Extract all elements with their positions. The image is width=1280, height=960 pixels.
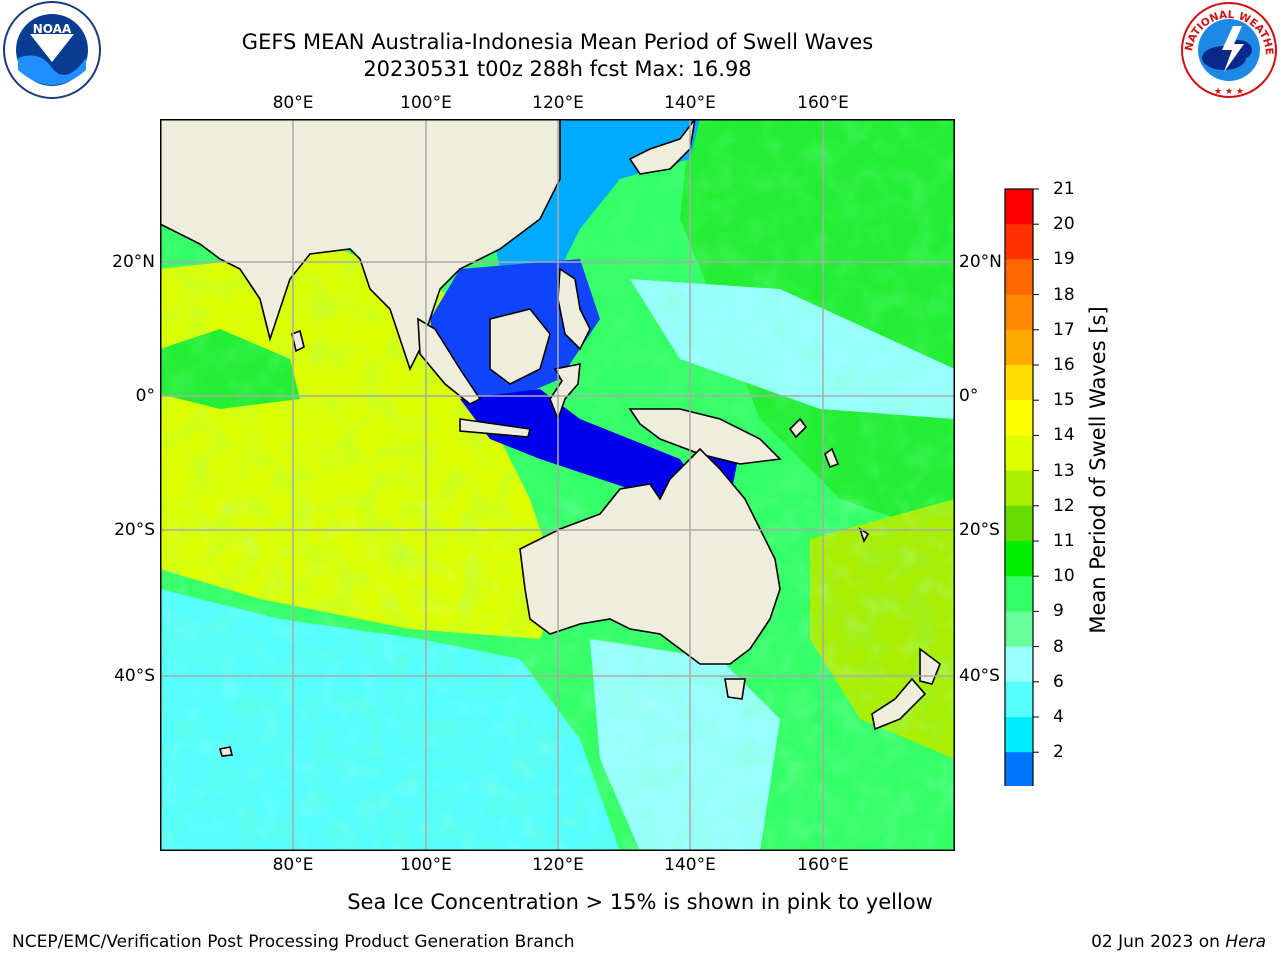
sea-ice-note: Sea Ice Concentration > 15% is shown in … xyxy=(347,890,933,914)
colorbar-band xyxy=(1005,435,1033,472)
java-banda-sea-blue xyxy=(460,389,700,499)
nws-logo: NATIONAL WEATHER SERVICE ★ ★ ★ xyxy=(1178,0,1277,98)
colorbar-band xyxy=(1005,752,1033,786)
colorbar-tick-label: 21 xyxy=(1053,179,1075,199)
new-guinea-land xyxy=(628,408,782,465)
colorbar-band xyxy=(1005,294,1033,331)
colorbar-tick-label: 8 xyxy=(1053,636,1064,657)
japan-land xyxy=(628,119,696,175)
lon-label-top: 140°E xyxy=(664,93,716,113)
australia-land xyxy=(519,447,781,665)
colorbar-band xyxy=(1005,400,1033,436)
colorbar-band xyxy=(1005,717,1033,753)
colorbar-tick-label: 2 xyxy=(1053,742,1064,763)
footer-organization: NCEP/EMC/Verification Post Processing Pr… xyxy=(12,932,575,952)
colorbar-band xyxy=(1005,681,1033,718)
colorbar-tick-label: 9 xyxy=(1053,601,1064,622)
lat-label-left: 40°S xyxy=(114,666,155,686)
pacific-island-land xyxy=(788,417,808,439)
asia-land xyxy=(160,119,561,372)
colorbar-band xyxy=(1005,329,1033,366)
colorbar xyxy=(1004,188,1039,786)
colorbar-tick-label: 4 xyxy=(1053,707,1064,727)
colorbar-title: Mean Period of Swell Waves [s] xyxy=(1086,306,1110,634)
colorbar-band xyxy=(1005,259,1033,296)
colorbar-tick-label: 6 xyxy=(1053,671,1064,692)
footer-host: Hera xyxy=(1225,932,1266,952)
sri-lanka-land xyxy=(291,329,305,353)
colorbar-band xyxy=(1005,470,1033,507)
java-land xyxy=(459,418,531,438)
lon-label-top: 100°E xyxy=(400,93,452,113)
colorbar-band xyxy=(1005,505,1033,542)
lon-label-bottom: 160°E xyxy=(797,855,849,875)
colorbar-tick-label: 12 xyxy=(1053,495,1075,516)
philippines-land xyxy=(557,267,591,351)
colorbar-tick-label: 16 xyxy=(1053,355,1075,375)
colorbar-tick-label: 10 xyxy=(1053,566,1075,587)
colorbar-tick-label: 11 xyxy=(1053,531,1075,551)
land-masses xyxy=(160,119,941,757)
lon-label-bottom: 120°E xyxy=(532,855,584,875)
colorbar-tick-label: 13 xyxy=(1053,460,1075,481)
lat-label-right: 20°N xyxy=(959,252,1002,272)
borneo-land xyxy=(489,308,551,385)
colorbar-band xyxy=(1005,576,1033,612)
lat-label-left: 0° xyxy=(135,386,155,406)
map-frame xyxy=(160,119,955,851)
lat-label-right: 0° xyxy=(959,386,979,406)
pacific-island-land xyxy=(858,527,870,543)
colorbar-tick-label: 19 xyxy=(1053,249,1075,270)
lon-label-bottom: 80°E xyxy=(272,855,314,875)
swell-period-map xyxy=(160,119,955,851)
colorbar-band xyxy=(1005,189,1033,225)
sumatra-land xyxy=(417,317,482,405)
colorbar-tick-label: 15 xyxy=(1053,390,1075,411)
chart-title: GEFS MEAN Australia-Indonesia Mean Perio… xyxy=(241,30,874,54)
noaa-logo-text: NOAA xyxy=(33,22,72,36)
lon-label-bottom: 100°E xyxy=(400,855,452,875)
colorbar-tick-label: 20 xyxy=(1053,214,1075,235)
lat-label-left: 20°S xyxy=(114,520,155,540)
lon-label-top: 160°E xyxy=(797,93,849,113)
footer-date: 02 Jun 2023 on Hera xyxy=(1091,932,1266,952)
lat-label-left: 20°N xyxy=(112,252,155,272)
pacific-island-land xyxy=(824,447,840,469)
colorbar-band xyxy=(1005,365,1033,401)
grid-lines xyxy=(160,119,955,851)
lat-label-right: 20°S xyxy=(959,520,1000,540)
colorbar-tick-label: 17 xyxy=(1053,319,1075,340)
kerguelen-land xyxy=(218,746,234,757)
lon-label-bottom: 140°E xyxy=(664,855,716,875)
colorbar-band xyxy=(1005,224,1033,260)
noaa-logo: NOAA xyxy=(3,1,101,99)
colorbar-band xyxy=(1005,541,1033,577)
lon-label-top: 120°E xyxy=(532,93,584,113)
colorbar-band xyxy=(1005,646,1033,683)
chart-subtitle: 20230531 t00z 288h fcst Max: 16.98 xyxy=(363,57,752,81)
colorbar-tick-label: 14 xyxy=(1053,425,1075,446)
tasmania-land xyxy=(724,678,746,700)
lon-label-top: 80°E xyxy=(272,93,314,113)
colorbar-tick-label: 18 xyxy=(1053,284,1075,305)
svg-text:★ ★ ★: ★ ★ ★ xyxy=(1214,87,1244,97)
colorbar-band xyxy=(1005,611,1033,648)
lat-label-right: 40°S xyxy=(959,666,1000,686)
nz-south-island-land xyxy=(871,677,927,731)
colorbar-frame xyxy=(1004,188,1034,786)
